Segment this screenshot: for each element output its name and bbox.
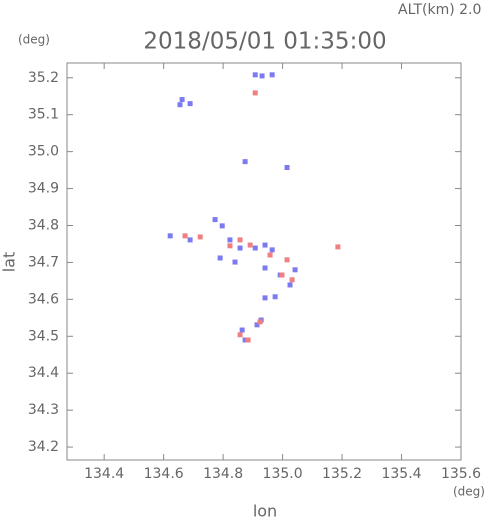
chart-subtitle: ALT(km) 2.0 (398, 2, 481, 18)
y-tick-label: 34.7 (28, 254, 59, 270)
point (284, 165, 290, 171)
point (217, 255, 223, 261)
point (242, 337, 248, 343)
point (284, 257, 290, 263)
x-tick-label: 135.0 (263, 466, 303, 482)
point (179, 97, 185, 103)
x-axis-label: lon (253, 502, 277, 521)
y-axis-label: lat (0, 252, 19, 273)
point (252, 72, 258, 78)
y-tick-label: 35.2 (28, 70, 59, 86)
point (182, 233, 188, 239)
point (259, 73, 265, 79)
point (242, 159, 248, 165)
point (269, 72, 275, 78)
point (279, 272, 285, 278)
point (237, 332, 243, 338)
point (237, 245, 243, 251)
point (252, 90, 258, 96)
point (254, 322, 260, 328)
point (247, 242, 253, 248)
y-tick-label: 34.6 (28, 291, 59, 307)
y-tick-label: 35.1 (28, 107, 59, 123)
y-tick-label: 34.2 (28, 439, 59, 455)
y-unit: (deg) (18, 33, 50, 47)
y-tick-label: 34.4 (28, 365, 59, 381)
point (187, 237, 193, 243)
point (177, 102, 183, 108)
y-tick-label: 34.9 (28, 181, 59, 197)
chart-title: 2018/05/01 01:35:00 (143, 29, 386, 55)
plot-frame (66, 62, 462, 461)
x-tick-label: 135.4 (381, 466, 421, 482)
point (262, 242, 268, 248)
y-tick-label: 34.3 (28, 402, 59, 418)
point (269, 247, 275, 253)
point (289, 277, 295, 283)
x-unit: (deg) (453, 485, 485, 499)
x-tick-label: 134.4 (84, 466, 124, 482)
point (237, 237, 243, 243)
point (272, 294, 278, 300)
y-tick-label: 34.8 (28, 217, 59, 233)
point (239, 327, 245, 333)
x-tick-label: 134.8 (203, 466, 243, 482)
point (245, 337, 251, 343)
point (257, 319, 263, 325)
x-tick-label: 135.2 (322, 466, 362, 482)
point (227, 243, 233, 249)
point (287, 282, 293, 288)
point (262, 265, 268, 271)
point (267, 252, 273, 258)
point (219, 223, 225, 229)
point (227, 237, 233, 243)
point (232, 259, 238, 265)
point (187, 101, 193, 107)
x-tick-label: 135.6 (441, 466, 481, 482)
point (262, 295, 268, 301)
x-tick-label: 134.6 (144, 466, 184, 482)
point (197, 234, 203, 240)
point (252, 245, 258, 251)
y-tick-label: 34.5 (28, 328, 59, 344)
point (335, 244, 341, 250)
point (292, 267, 298, 273)
point (212, 217, 218, 223)
point (167, 233, 173, 239)
y-tick-label: 35.0 (28, 144, 59, 160)
